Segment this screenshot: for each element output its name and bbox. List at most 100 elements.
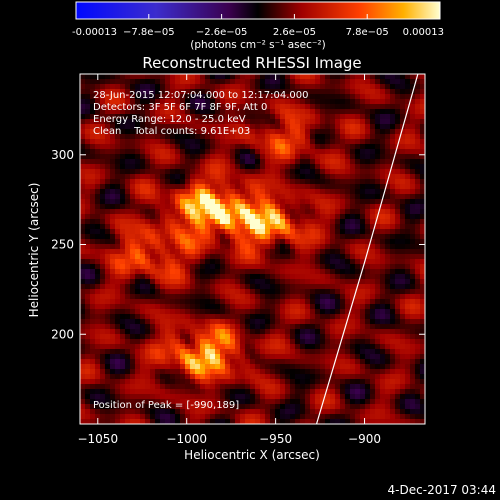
heatmap-cell	[205, 224, 211, 230]
heatmap-cell	[395, 204, 401, 210]
heatmap-cell	[265, 84, 271, 90]
heatmap-cell	[300, 209, 306, 215]
heatmap-cell	[420, 209, 425, 215]
heatmap-cell	[330, 184, 336, 190]
heatmap-cell	[100, 284, 106, 290]
heatmap-cell	[305, 244, 311, 250]
heatmap-cell	[125, 349, 131, 355]
heatmap-cell	[165, 89, 171, 95]
heatmap-cell	[395, 299, 401, 305]
heatmap-cell	[100, 299, 106, 305]
heatmap-cell	[130, 89, 136, 95]
heatmap-cell	[165, 379, 171, 385]
heatmap-cell	[90, 124, 96, 130]
heatmap-cell	[260, 199, 266, 205]
heatmap-cell	[220, 399, 226, 405]
heatmap-cell	[110, 299, 116, 305]
heatmap-cell	[235, 329, 241, 335]
heatmap-cell	[165, 329, 171, 335]
heatmap-cell	[420, 174, 425, 180]
heatmap-cell	[305, 344, 311, 350]
heatmap-cell	[85, 304, 91, 310]
heatmap-cell	[150, 119, 156, 125]
heatmap-cell	[265, 184, 271, 190]
heatmap-cell	[315, 204, 321, 210]
heatmap-cell	[335, 99, 341, 105]
heatmap-cell	[210, 124, 216, 130]
heatmap-cell	[185, 274, 191, 280]
heatmap-cell	[185, 319, 191, 325]
heatmap-cell	[410, 129, 416, 135]
heatmap-cell	[80, 99, 86, 105]
heatmap-cell	[385, 349, 391, 355]
heatmap-cell	[80, 259, 86, 265]
heatmap-cell	[80, 134, 86, 140]
heatmap-cell	[385, 219, 391, 225]
heatmap-cell	[345, 214, 351, 220]
heatmap-cell	[355, 144, 361, 150]
heatmap-cell	[135, 359, 141, 365]
heatmap-cell	[280, 74, 286, 80]
heatmap-cell	[125, 189, 131, 195]
heatmap-cell	[85, 394, 91, 400]
heatmap-cell	[295, 74, 301, 80]
heatmap-cell	[315, 214, 321, 220]
heatmap-cell	[160, 84, 166, 90]
heatmap-cell	[135, 289, 141, 295]
heatmap-cell	[385, 129, 391, 135]
heatmap-cell	[95, 289, 101, 295]
heatmap-cell	[140, 124, 146, 130]
heatmap-cell	[385, 184, 391, 190]
heatmap-cell	[270, 349, 276, 355]
heatmap-cell	[290, 84, 296, 90]
heatmap-cell	[245, 314, 251, 320]
heatmap-cell	[90, 389, 96, 395]
heatmap-cell	[205, 244, 211, 250]
heatmap-cell	[220, 244, 226, 250]
heatmap-cell	[275, 119, 281, 125]
heatmap-cell	[270, 119, 276, 125]
heatmap-cell	[405, 74, 411, 80]
heatmap-cell	[230, 189, 236, 195]
heatmap-cell	[345, 239, 351, 245]
heatmap-cell	[340, 374, 346, 380]
heatmap-cell	[325, 194, 331, 200]
heatmap-cell	[170, 84, 176, 90]
heatmap-cell	[370, 269, 376, 275]
heatmap-cell	[205, 74, 211, 80]
heatmap-cell	[170, 394, 176, 400]
heatmap-cell	[170, 309, 176, 315]
heatmap-cell	[365, 204, 371, 210]
heatmap-cell	[230, 279, 236, 285]
heatmap-cell	[135, 139, 141, 145]
heatmap-cell	[405, 114, 411, 120]
heatmap-cell	[305, 264, 311, 270]
heatmap-cell	[120, 294, 126, 300]
heatmap-cell	[385, 419, 391, 424]
heatmap-cell	[380, 134, 386, 140]
heatmap-cell	[245, 284, 251, 290]
heatmap-cell	[315, 339, 321, 345]
heatmap-cell	[415, 164, 421, 170]
heatmap-cell	[280, 334, 286, 340]
heatmap-cell	[420, 114, 425, 120]
heatmap-cell	[100, 324, 106, 330]
heatmap-cell	[105, 284, 111, 290]
heatmap-cell	[170, 379, 176, 385]
heatmap-cell	[400, 99, 406, 105]
heatmap-cell	[315, 389, 321, 395]
heatmap-cell	[250, 389, 256, 395]
heatmap-cell	[355, 104, 361, 110]
heatmap-cell	[345, 124, 351, 130]
heatmap-cell	[125, 89, 131, 95]
heatmap-cell	[330, 264, 336, 270]
heatmap-cell	[195, 354, 201, 360]
heatmap-cell	[380, 119, 386, 125]
heatmap-cell	[390, 334, 396, 340]
heatmap-cell	[235, 184, 241, 190]
heatmap-cell	[390, 219, 396, 225]
heatmap-cell	[305, 79, 311, 85]
heatmap-cell	[365, 369, 371, 375]
heatmap-cell	[230, 409, 236, 415]
heatmap-cell	[275, 164, 281, 170]
